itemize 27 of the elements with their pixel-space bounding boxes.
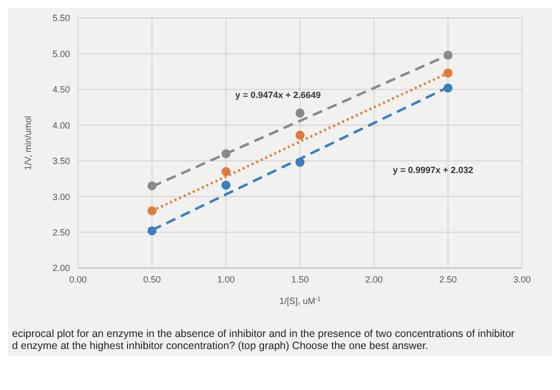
x-axis-title: 1/[S], uM$^{-1}$ (279, 296, 322, 306)
x-tick-label: 2.00 (365, 274, 383, 284)
point (221, 180, 231, 190)
text: eciprocal plot for an enzyme in the absence of inhibitor and in the presence of two concentrations of inhibitor (12, 328, 516, 340)
x-tick-label: 1.50 (291, 274, 309, 284)
x-tick-label: 1.00 (217, 274, 235, 284)
y-tick-label: 3.00 (52, 192, 70, 202)
y-tick-label: 5.00 (52, 48, 70, 59)
x-tick-label: 2.50 (439, 274, 457, 284)
text: d enzyme at the highest inhibitor concentration? (top graph) Choose the one best answer. (12, 340, 430, 352)
point (295, 108, 305, 118)
x-tick-label: 3.00 (513, 274, 531, 284)
y-tick-label: 5.50 (52, 13, 70, 24)
y-tick-label: 2.00 (52, 263, 70, 274)
y-tick-label: 3.50 (52, 156, 70, 166)
point (221, 167, 231, 176)
x-tick-label: 0.50 (143, 274, 161, 284)
point (147, 206, 157, 216)
y-axis-title: 1/V, min/umol (23, 116, 34, 170)
point (443, 68, 453, 78)
y-tick-label: 4.50 (52, 84, 70, 95)
y-tick-label: 4.00 (52, 120, 70, 130)
y-tick-label: 2.50 (52, 227, 70, 238)
annotation: y = 0.9474x + 2.6649 (235, 90, 321, 100)
point (295, 130, 305, 140)
annotation: y = 0.9997x + 2.032 (392, 165, 474, 175)
x-tick-label: 0.00 (69, 274, 87, 284)
